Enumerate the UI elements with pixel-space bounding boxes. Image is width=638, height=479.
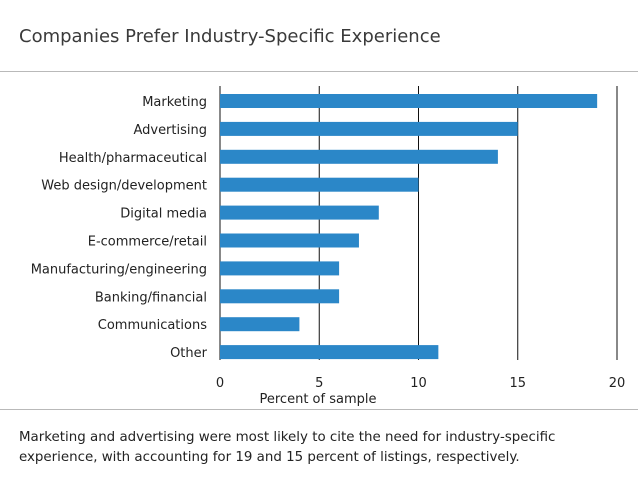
bar-health-pharmaceutical: [220, 149, 498, 164]
x-tick-label: 0: [216, 376, 224, 391]
x-tick-label: 10: [410, 376, 427, 391]
category-label: Health/pharmaceutical: [59, 151, 207, 166]
x-tick-label: 15: [509, 376, 526, 391]
category-label: Digital media: [120, 207, 207, 222]
category-label: Advertising: [133, 123, 207, 138]
category-label: Marketing: [142, 95, 207, 110]
bar-e-commerce-retail: [220, 233, 359, 248]
x-axis-label: Percent of sample: [260, 392, 377, 407]
x-tick-label: 20: [609, 376, 626, 391]
category-label: Banking/financial: [95, 290, 207, 305]
category-label: Manufacturing/engineering: [31, 262, 207, 277]
bar-advertising: [220, 121, 518, 136]
bars: [220, 94, 598, 360]
category-label: Web design/development: [41, 179, 207, 194]
bar-banking-financial: [220, 289, 340, 304]
bar-digital-media: [220, 205, 379, 220]
top-divider: [0, 71, 638, 72]
bar-manufacturing-engineering: [220, 261, 340, 276]
chart-title: Companies Prefer Industry-Specific Exper…: [19, 26, 441, 47]
bottom-divider: [0, 409, 638, 410]
category-label: Communications: [98, 318, 207, 333]
bar-other: [220, 345, 439, 360]
caption: Marketing and advertising were most like…: [19, 430, 556, 465]
x-tick-label: 5: [315, 376, 323, 391]
bar-chart: Marketing Advertising Health/pharmaceutica…: [31, 86, 625, 407]
category-label: E-commerce/retail: [88, 235, 207, 250]
bar-marketing: [220, 94, 598, 108]
x-tick-labels: 0 5 10 15 20: [216, 376, 625, 391]
category-labels: Marketing Advertising Health/pharmaceutica…: [31, 95, 208, 361]
bar-web-design-development: [220, 177, 419, 192]
bar-communications: [220, 317, 300, 332]
category-label: Other: [170, 346, 208, 361]
